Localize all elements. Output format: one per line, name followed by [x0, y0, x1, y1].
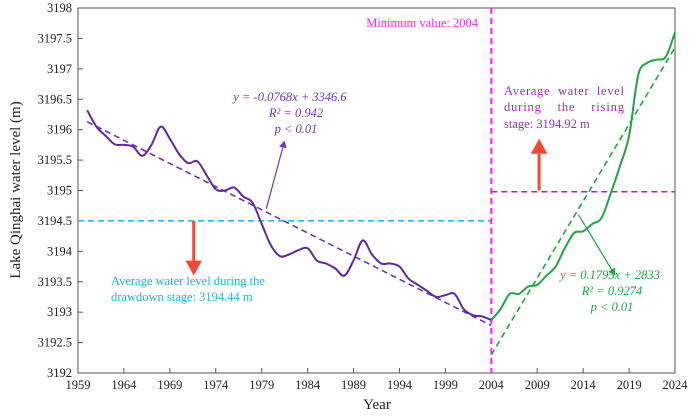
y-axis-label: Lake Qinghai water level (m)	[8, 101, 24, 278]
rising-annotation-arrow-head	[608, 267, 616, 276]
rising-equation: y = 0.1795x + 2833	[558, 268, 660, 282]
x-tick-label: 1974	[203, 378, 229, 392]
drawdown-avg-label-1: Average water level during the	[111, 274, 265, 288]
x-tick-label: 2024	[663, 378, 689, 392]
y-tick-label: 3195.5	[38, 153, 72, 167]
up-arrow	[530, 138, 548, 191]
series-line	[86, 109, 492, 322]
rising-avg-label-3: stage: 3194.92 m	[504, 117, 590, 131]
y-tick-label: 3198	[47, 1, 72, 15]
x-tick-label: 1999	[433, 378, 458, 392]
y-tick-label: 3192.5	[38, 336, 72, 350]
y-tick-label: 3193.5	[38, 275, 72, 289]
plot-frame	[77, 7, 676, 374]
rising-avg-label-2: during the rising	[504, 100, 625, 114]
x-tick-label: 1979	[249, 378, 274, 392]
rising-avg-label-1: Average water level	[504, 84, 625, 98]
up-arrow-head	[530, 138, 548, 154]
y-tick-label: 3197	[47, 62, 72, 76]
drawdown-avg-label-2: drawdown stage: 3194.44 m	[111, 290, 253, 304]
x-tick-label: 1959	[66, 378, 91, 392]
y-tick-label: 3194.5	[38, 214, 72, 228]
x-tick-label: 2014	[571, 378, 597, 392]
x-tick-label: 1994	[387, 378, 413, 392]
y-tick-label: 3194	[47, 244, 73, 258]
rising-annotation-arrow-shaft	[578, 214, 613, 270]
series-line	[490, 31, 676, 321]
x-tick-label: 2019	[617, 378, 642, 392]
down-arrow-head	[185, 260, 202, 276]
drawdown-r2: R² = 0.942	[268, 106, 323, 120]
y-tick-label: 3193	[47, 305, 72, 319]
rising-p: p < 0.01	[590, 300, 634, 314]
y-tick-label: 3196	[47, 123, 72, 137]
trend-line	[86, 121, 492, 327]
x-tick-label: 1964	[111, 378, 137, 392]
rising-r2: R² = 0.9274	[581, 284, 642, 298]
y-tick-label: 3196.5	[38, 92, 72, 106]
x-tick-label: 1984	[295, 378, 321, 392]
axes: 1959 1964 1969 1974 1979 1984 1989 1994 1999 2004…	[38, 1, 689, 392]
x-axis-label: Year	[363, 397, 391, 413]
drawdown-equation: y = -0.0768x + 3346.6	[231, 90, 347, 104]
drawdown-annotation-arrow-head	[279, 140, 287, 149]
down-arrow	[185, 220, 202, 276]
y-tick-label: 3195	[47, 184, 72, 198]
rising-annotation-arrow	[578, 214, 616, 276]
marks	[78, 8, 676, 373]
y-tick-label: 3192	[47, 366, 72, 380]
x-tick-label: 2004	[479, 378, 505, 392]
x-tick-label: 2009	[525, 378, 550, 392]
minimum-label: Minimum value: 2004	[366, 16, 479, 30]
x-tick-label: 1989	[341, 378, 366, 392]
drawdown-annotation-arrow-shaft	[265, 147, 284, 209]
x-tick-label: 1969	[157, 378, 182, 392]
drawdown-p: p < 0.01	[274, 122, 318, 136]
y-tick-label: 3197.5	[38, 31, 72, 45]
drawdown-annotation-arrow	[265, 140, 287, 209]
